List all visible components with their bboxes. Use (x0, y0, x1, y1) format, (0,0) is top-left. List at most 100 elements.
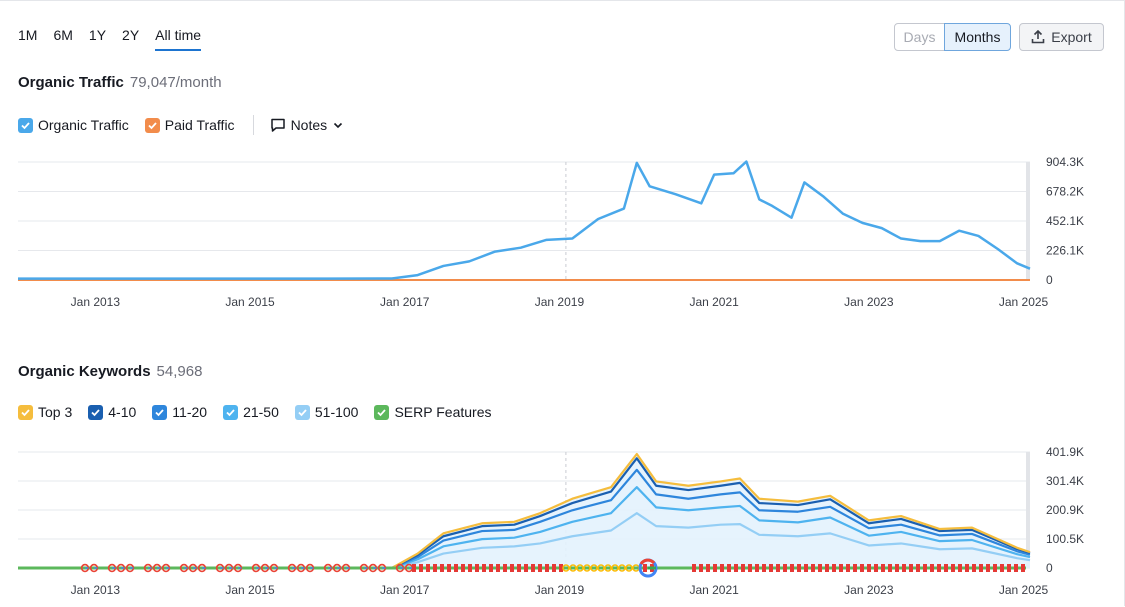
serp-google-icon (260, 563, 270, 573)
serp-feature-marker (958, 564, 962, 572)
checkbox-icon[interactable] (18, 117, 33, 133)
notes-dropdown[interactable]: Notes (270, 117, 345, 133)
x-tick-label: Jan 2013 (71, 295, 121, 309)
serp-feature-marker (986, 564, 990, 572)
legend-serp-features[interactable]: SERP Features (374, 404, 491, 420)
y-tick-label: 452.1K (1046, 214, 1084, 228)
serp-feature-marker (552, 564, 556, 572)
legend-label: Organic Traffic (38, 117, 129, 133)
serp-google-ring (597, 564, 605, 572)
y-tick-label: 0 (1046, 273, 1053, 287)
comment-icon (270, 118, 285, 132)
months-button[interactable]: Months (944, 23, 1011, 51)
serp-feature-marker (888, 564, 892, 572)
legend-11-20[interactable]: 11-20 (152, 404, 207, 420)
granularity-toggle: Days Months (894, 23, 1011, 51)
range-tab-1m[interactable]: 1M (18, 27, 38, 43)
x-tick-label: Jan 2017 (380, 583, 430, 597)
x-tick-label: Jan 2015 (225, 295, 275, 309)
legend-label: 21-50 (243, 404, 279, 420)
checkbox-icon[interactable] (144, 117, 160, 133)
checkbox-icon[interactable] (88, 404, 104, 420)
legend-top-3[interactable]: Top 3 (18, 404, 72, 420)
serp-google-ring (618, 564, 626, 572)
legend-label: 11-20 (172, 404, 208, 420)
serp-feature-marker (692, 564, 696, 572)
serp-feature-marker (825, 564, 829, 572)
x-tick-label: Jan 2019 (535, 295, 585, 309)
serp-feature-marker (846, 564, 850, 572)
checkbox-icon[interactable] (18, 404, 33, 420)
legend-4-10[interactable]: 4-10 (88, 404, 136, 420)
serp-feature-marker (706, 564, 710, 572)
legend-51-100[interactable]: 51-100 (294, 404, 358, 420)
range-tab-6m[interactable]: 6M (53, 27, 73, 43)
serp-feature-marker (727, 564, 731, 572)
serp-google-ring (583, 564, 591, 572)
serp-feature-marker (503, 564, 507, 572)
x-tick-label: Jan 2017 (380, 295, 430, 309)
y-tick-label: 401.9K (1046, 445, 1084, 459)
days-button[interactable]: Days (894, 23, 945, 51)
serp-feature-marker (468, 564, 472, 572)
serp-feature-marker (930, 564, 934, 572)
serp-feature-marker (412, 564, 416, 572)
serp-google-icon (143, 563, 153, 573)
serp-google-icon (152, 563, 162, 573)
x-tick-label: Jan 2021 (689, 583, 739, 597)
serp-feature-marker (531, 564, 535, 572)
legend-organic-traffic[interactable]: Organic Traffic (18, 117, 129, 133)
x-tick-label: Jan 2015 (225, 583, 275, 597)
date-range-tabs: 1M 6M 1Y 2Y All time (18, 27, 217, 51)
serp-feature-marker (853, 564, 857, 572)
serp-google-icon (125, 563, 135, 573)
notes-label: Notes (290, 117, 328, 133)
serp-google-icon (583, 564, 591, 572)
legend-label: Paid Traffic (164, 117, 235, 133)
traffic-legend: Organic Traffic Paid Traffic Notes (18, 115, 344, 135)
serp-feature-marker (734, 564, 738, 572)
range-tab-1y[interactable]: 1Y (88, 27, 107, 43)
serp-feature-marker (895, 564, 899, 572)
serp-feature-marker (510, 564, 514, 572)
y-tick-label: 904.3K (1046, 155, 1084, 169)
serp-google-icon (107, 563, 117, 573)
serp-feature-markers (80, 563, 1025, 573)
y-tick-label: 0 (1046, 561, 1053, 575)
serp-feature-marker (538, 564, 542, 572)
scroll-handle (1026, 452, 1030, 568)
serp-feature-marker (748, 564, 752, 572)
upload-icon (1031, 30, 1045, 44)
checkbox-icon[interactable] (152, 404, 168, 420)
serp-google-icon (341, 563, 351, 573)
serp-google-icon (359, 563, 369, 573)
serp-google-icon (215, 563, 225, 573)
checkbox-icon[interactable] (294, 404, 310, 420)
series-line-51-100 (18, 512, 1031, 570)
range-tab-all-time[interactable]: All time (155, 27, 202, 51)
serp-feature-marker (951, 564, 955, 572)
chevron-down-icon (334, 122, 343, 129)
keywords-area-fill (18, 453, 1030, 568)
serp-feature-marker (804, 564, 808, 572)
y-tick-label: 226.1K (1046, 244, 1084, 258)
serp-google-icon (590, 564, 598, 572)
series-line-11-20 (18, 468, 1031, 570)
serp-feature-marker (965, 564, 969, 572)
checkbox-icon[interactable] (374, 404, 390, 420)
checkbox-icon[interactable] (223, 404, 239, 420)
serp-feature-marker (790, 564, 794, 572)
serp-feature-marker (839, 564, 843, 572)
serp-feature-marker (1014, 564, 1018, 572)
serp-feature-marker (524, 564, 528, 572)
legend-paid-traffic[interactable]: Paid Traffic (144, 117, 235, 133)
serp-google-ring (576, 564, 584, 572)
range-tab-2y[interactable]: 2Y (122, 27, 140, 43)
serp-feature-marker (454, 564, 458, 572)
legend-21-50[interactable]: 21-50 (223, 404, 279, 420)
export-button[interactable]: Export (1019, 23, 1104, 51)
series-line-4-10 (18, 457, 1031, 570)
serp-google-icon (576, 564, 584, 572)
serp-feature-marker (811, 564, 815, 572)
serp-feature-marker (433, 564, 437, 572)
